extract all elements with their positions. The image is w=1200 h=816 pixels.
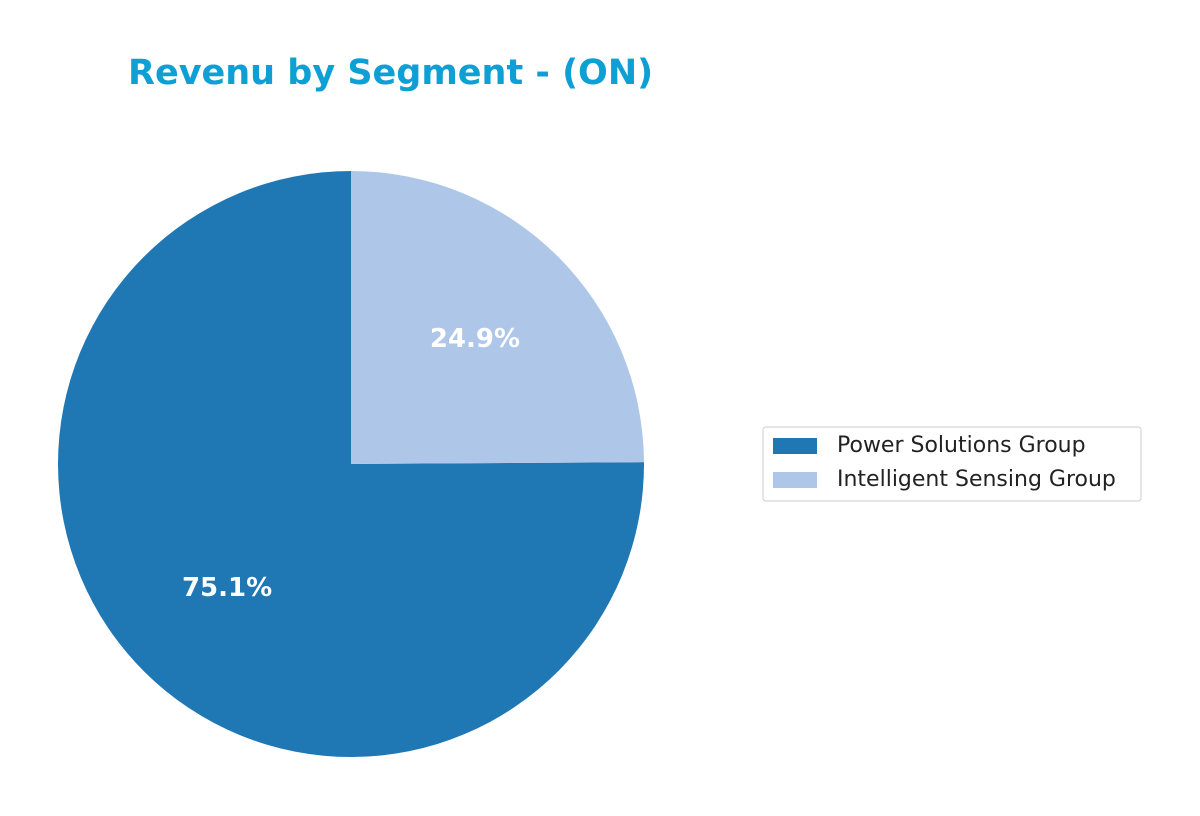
pie-slice: [57, 171, 644, 757]
legend-label: Power Solutions Group: [837, 433, 1086, 458]
legend-swatch: [773, 472, 817, 488]
slice-label: 75.1%: [182, 573, 272, 603]
slice-label: 24.9%: [430, 324, 520, 354]
legend-box: [762, 426, 1142, 502]
legend-label: Intelligent Sensing Group: [837, 467, 1116, 492]
chart-title: Revenu by Segment - (ON): [128, 53, 653, 93]
legend-swatch: [773, 438, 817, 454]
pie-slice: [351, 171, 644, 464]
